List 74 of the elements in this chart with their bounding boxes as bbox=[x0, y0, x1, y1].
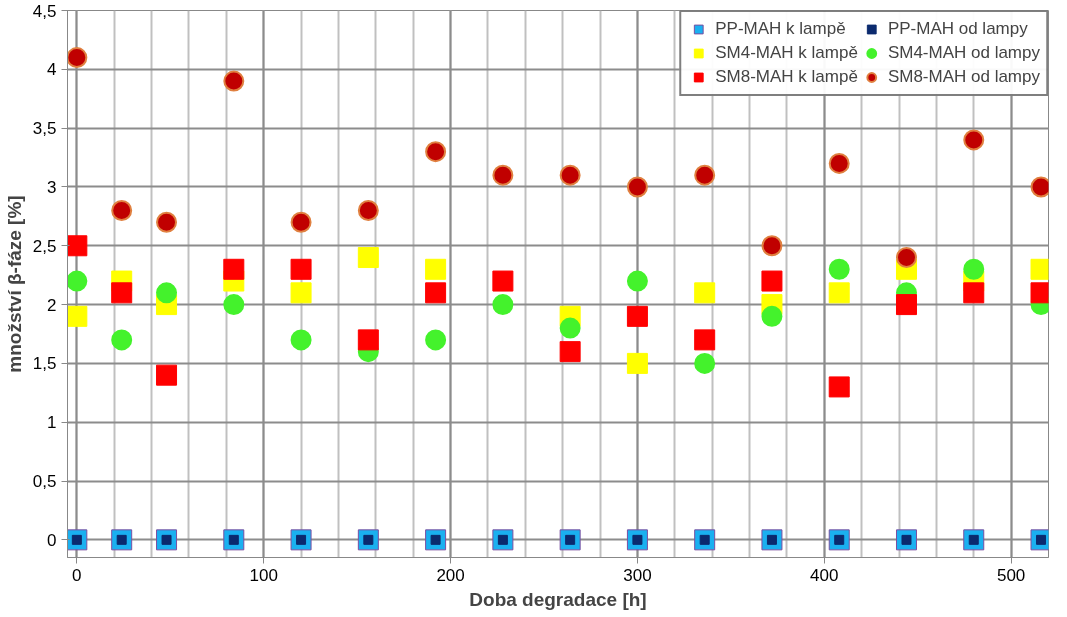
point bbox=[626, 305, 648, 327]
point bbox=[761, 305, 783, 327]
point bbox=[559, 317, 581, 339]
point bbox=[492, 270, 514, 292]
point bbox=[694, 164, 716, 186]
point bbox=[67, 305, 88, 327]
point bbox=[67, 47, 88, 69]
point bbox=[828, 376, 850, 398]
point bbox=[111, 200, 133, 221]
point bbox=[223, 258, 245, 280]
y-tick-label: 3 bbox=[47, 177, 57, 197]
point bbox=[963, 258, 985, 280]
y-tick-label: 4,5 bbox=[32, 1, 57, 21]
point bbox=[111, 282, 133, 304]
x-tick-label: 300 bbox=[623, 565, 652, 585]
x-tick-label: 200 bbox=[436, 565, 465, 585]
point bbox=[626, 352, 648, 374]
point bbox=[828, 282, 850, 304]
x-tick-label: 100 bbox=[249, 565, 278, 585]
y-tick-label: 0,5 bbox=[32, 472, 57, 492]
point bbox=[223, 70, 245, 92]
x-tick-label: 400 bbox=[810, 565, 839, 585]
point bbox=[156, 211, 178, 233]
point bbox=[425, 282, 447, 304]
legend-label: SM8-MAH k lampě bbox=[715, 67, 858, 87]
point bbox=[111, 329, 133, 351]
point bbox=[425, 258, 447, 280]
point bbox=[223, 294, 245, 316]
y-tick-label: 1,5 bbox=[32, 354, 57, 374]
y-axis-title: množství β-fáze [%] bbox=[3, 195, 25, 373]
legend-label: SM8-MAH od lampy bbox=[887, 67, 1040, 87]
point bbox=[156, 364, 178, 386]
point bbox=[156, 282, 178, 304]
point bbox=[828, 152, 850, 174]
point bbox=[761, 235, 783, 257]
point bbox=[492, 294, 514, 316]
point bbox=[963, 129, 985, 151]
y-tick-label: 1 bbox=[47, 413, 57, 433]
point bbox=[694, 352, 716, 374]
point bbox=[559, 341, 581, 363]
x-axis-title: Doba degradace [h] bbox=[469, 588, 647, 610]
point bbox=[357, 200, 379, 221]
legend-label: SM4-MAH od lampy bbox=[887, 43, 1040, 63]
point bbox=[694, 282, 716, 304]
x-tick-label: 0 bbox=[72, 565, 82, 585]
point bbox=[425, 141, 447, 163]
point bbox=[626, 176, 648, 198]
point bbox=[67, 270, 88, 292]
point bbox=[828, 258, 850, 280]
point bbox=[492, 164, 514, 186]
point bbox=[357, 247, 379, 269]
point bbox=[290, 329, 312, 351]
legend-label: PP-MAH k lampě bbox=[715, 19, 846, 39]
y-tick-label: 4 bbox=[47, 60, 57, 80]
point bbox=[357, 329, 379, 351]
legend-label: SM4-MAH k lampě bbox=[715, 43, 858, 63]
point bbox=[67, 235, 88, 257]
point bbox=[694, 329, 716, 351]
y-tick-label: 2 bbox=[47, 295, 57, 315]
point bbox=[895, 247, 917, 269]
point bbox=[290, 258, 312, 280]
point bbox=[559, 164, 581, 186]
point bbox=[895, 294, 917, 316]
x-tick-label: 500 bbox=[996, 565, 1026, 585]
point bbox=[425, 329, 447, 351]
point bbox=[626, 270, 648, 292]
y-tick-label: 2,5 bbox=[32, 236, 57, 256]
point bbox=[290, 282, 312, 304]
legend-label: PP-MAH od lampy bbox=[887, 19, 1028, 39]
y-tick-label: 0 bbox=[47, 530, 57, 550]
y-tick-label: 3,5 bbox=[32, 119, 57, 139]
point bbox=[761, 270, 783, 292]
point bbox=[290, 211, 312, 233]
point bbox=[963, 282, 985, 304]
